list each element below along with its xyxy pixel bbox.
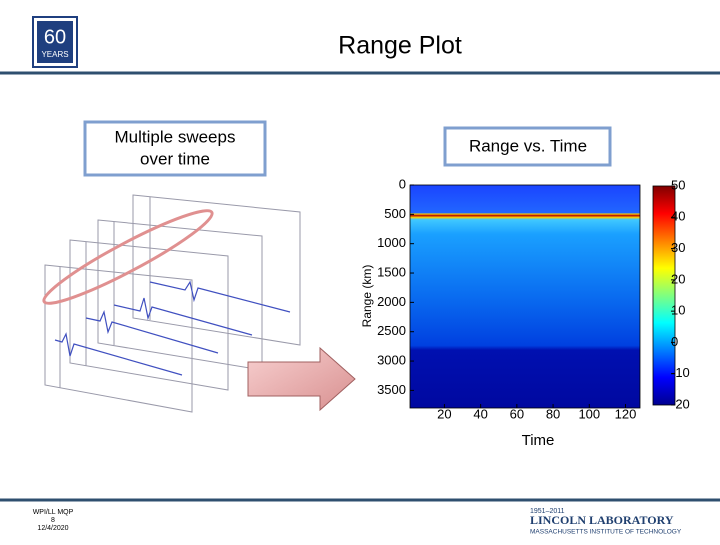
y-tick-label: 1500 [377,264,406,279]
footer-org: LINCOLN LABORATORY [530,513,674,527]
x-tick-label: 40 [473,406,487,421]
slide-title: Range Plot [338,32,462,60]
y-tick-label: 500 [384,206,406,221]
x-tick-label: 20 [437,406,451,421]
logo-sub: YEARS [41,50,68,59]
colorbar [652,185,676,406]
x-tick-label: 60 [510,406,524,421]
y-tick-label: 1000 [377,235,406,250]
sweep-frames [44,194,301,413]
x-tick-label: 100 [578,406,600,421]
footer-sub: MASSACHUSETTS INSTITUTE OF TECHNOLOGY [530,529,682,536]
highlight-ellipse [42,209,214,305]
footer-text: 12/4/2020 [37,525,68,532]
sweep-signals [54,280,291,376]
arrow [247,346,356,412]
y-axis-label: Range (km) [360,265,374,328]
colorbar-tick-label: 30 [671,240,685,255]
footer-text: 8 [51,517,55,524]
x-tick-label: 120 [615,406,637,421]
x-axis-label: Time [522,432,555,449]
colorbar-tick-label: -10 [671,365,690,380]
colorbar-tick-label: 20 [671,271,685,286]
left-label: over time [140,149,210,168]
logo-number: 60 [44,26,66,48]
logo: 60 YEARS [32,16,78,68]
colorbar-tick-label: 10 [671,303,685,318]
colorbar-tick-label: 40 [671,209,685,224]
footer-years: 1951–2011 [530,508,565,515]
label-box [443,126,612,167]
y-tick-label: 2500 [377,323,406,338]
x-tick-label: 80 [546,406,560,421]
y-tick-label: 2000 [377,294,406,309]
heatmap [409,184,641,409]
label-box [83,120,267,177]
colorbar-tick-label: 50 [671,177,685,192]
right-label: Range vs. Time [469,136,587,155]
y-tick-label: 3000 [377,352,406,367]
colorbar-tick-label: 0 [671,334,678,349]
left-label: Multiple sweeps [115,127,236,146]
colorbar-tick-label: -20 [671,396,690,411]
y-tick-label: 0 [399,176,406,191]
y-tick-label: 3500 [377,382,406,397]
footer-text: WPI/LL MQP [33,509,74,516]
